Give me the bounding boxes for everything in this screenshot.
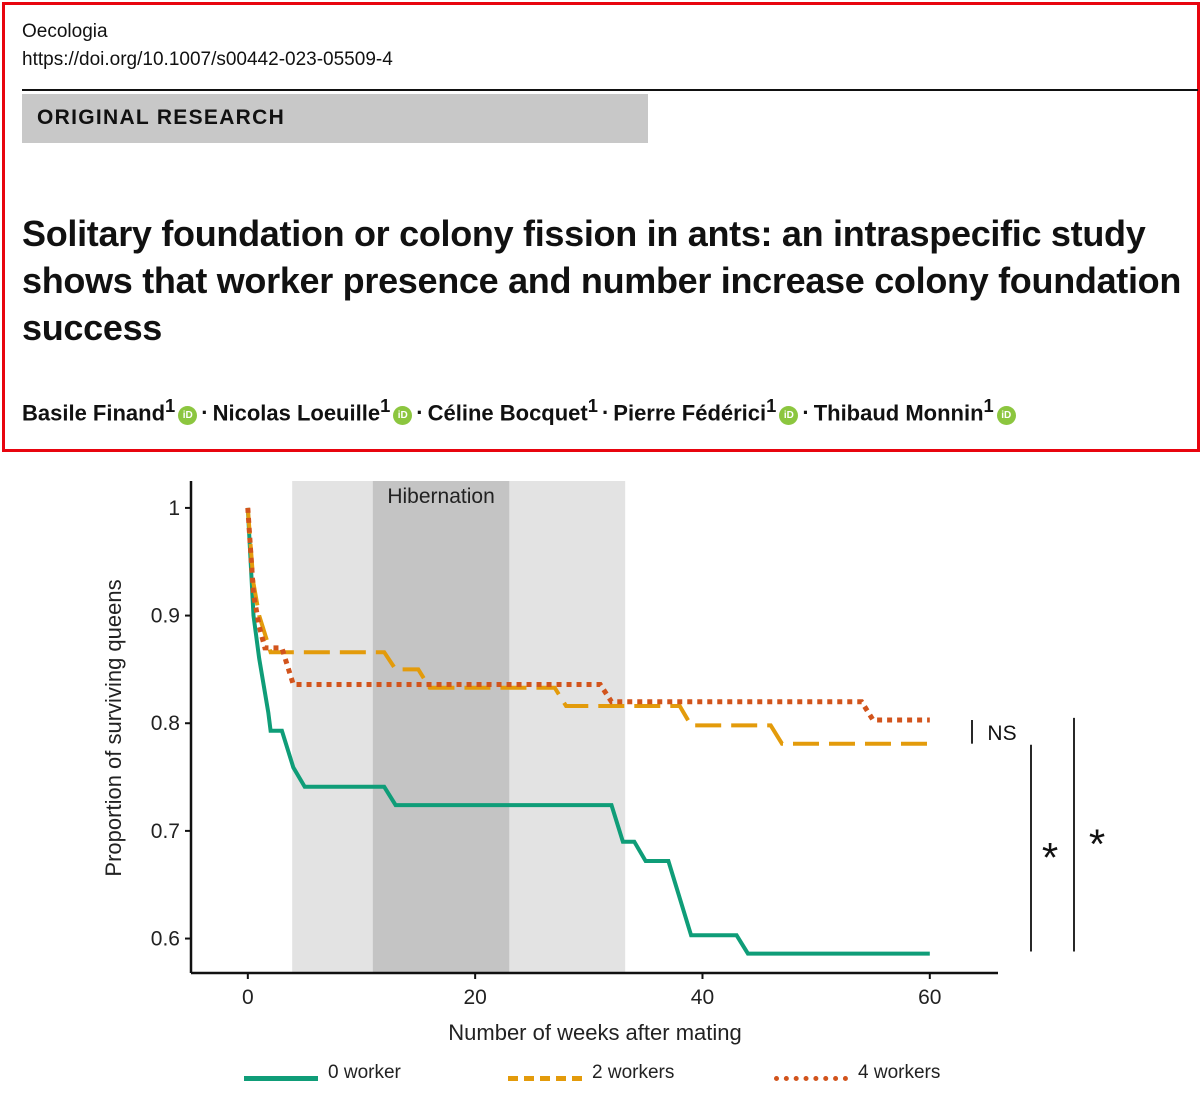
article-title: Solitary foundation or colony fission in… (22, 213, 1182, 348)
author-affiliation: 1 (983, 395, 994, 416)
survival-chart: Hibernation 0.6 0.7 0.8 0.9 1 0 20 40 60 NS * * Nu… (101, 481, 1105, 1045)
y-tick-label: 0.7 (151, 820, 180, 843)
legend-label: 4 workers (858, 1062, 941, 1083)
author-affiliation: 1 (380, 395, 391, 416)
article-header: Oecologia https://doi.org/10.1007/s00442… (2, 2, 1200, 452)
series-line-0-worker (245, 507, 930, 956)
x-tick-label: 60 (918, 986, 941, 1009)
journal-name: Oecologia (22, 21, 108, 42)
author-list: Basile Finand1 iD · Nicolas Loeuille1 iD · Cél… (22, 395, 1192, 426)
legend-swatch (508, 1076, 582, 1081)
y-tick-label: 0.9 (151, 605, 180, 628)
article-type-banner: ORIGINAL RESEARCH (22, 94, 648, 143)
orcid-icon[interactable]: iD (996, 406, 1016, 426)
series-line-4-workers (245, 507, 930, 723)
x-tick-label: 40 (691, 986, 714, 1009)
series-line-2-workers (245, 507, 930, 746)
y-tick-label: 1 (168, 497, 180, 520)
chart-axes: 0.6 0.7 0.8 0.9 1 0 20 40 60 (151, 481, 998, 1009)
significance-label-star: * (1089, 821, 1105, 868)
hibernation-shading: Hibernation (292, 481, 626, 973)
author-affiliation: 1 (587, 395, 598, 416)
orcid-icon[interactable]: iD (393, 406, 413, 426)
y-axis-label: Proportion of surviving queens (101, 579, 126, 876)
author-name[interactable]: Thibaud Monnin (813, 400, 984, 426)
author-separator: · (802, 400, 810, 426)
y-tick-label: 0.8 (151, 712, 180, 735)
author-name[interactable]: Basile Finand (22, 400, 166, 426)
header-rule (22, 89, 1198, 91)
legend-label: 2 workers (592, 1062, 675, 1083)
chart-legend: 0 worker 2 workers 4 workers (0, 1062, 1200, 1092)
hibernation-band (372, 481, 510, 973)
author-separator: · (416, 400, 424, 426)
y-tick-label: 0.6 (151, 928, 180, 951)
x-tick-label: 0 (242, 986, 254, 1009)
significance-label-star: * (1042, 834, 1058, 881)
author-affiliation: 1 (766, 395, 777, 416)
significance-label-ns: NS (987, 722, 1016, 745)
author-name[interactable]: Céline Bocquet (427, 400, 588, 426)
orcid-icon[interactable]: iD (178, 406, 198, 426)
legend-swatch (244, 1076, 318, 1081)
hibernation-label: Hibernation (387, 485, 494, 508)
author-separator: · (601, 400, 610, 426)
legend-swatch (774, 1076, 848, 1081)
significance-brackets: NS * * (971, 717, 1105, 952)
doi-link[interactable]: https://doi.org/10.1007/s00442-023-05509… (22, 49, 393, 70)
x-tick-label: 20 (463, 986, 486, 1009)
author-separator: · (201, 400, 209, 426)
author-name[interactable]: Nicolas Loeuille (212, 400, 381, 426)
legend-label: 0 worker (328, 1062, 401, 1083)
author-name[interactable]: Pierre Fédérici (613, 400, 767, 426)
author-affiliation: 1 (165, 395, 176, 416)
orcid-icon[interactable]: iD (779, 406, 799, 426)
survival-curves (245, 507, 930, 956)
x-axis-label: Number of weeks after mating (448, 1020, 741, 1045)
